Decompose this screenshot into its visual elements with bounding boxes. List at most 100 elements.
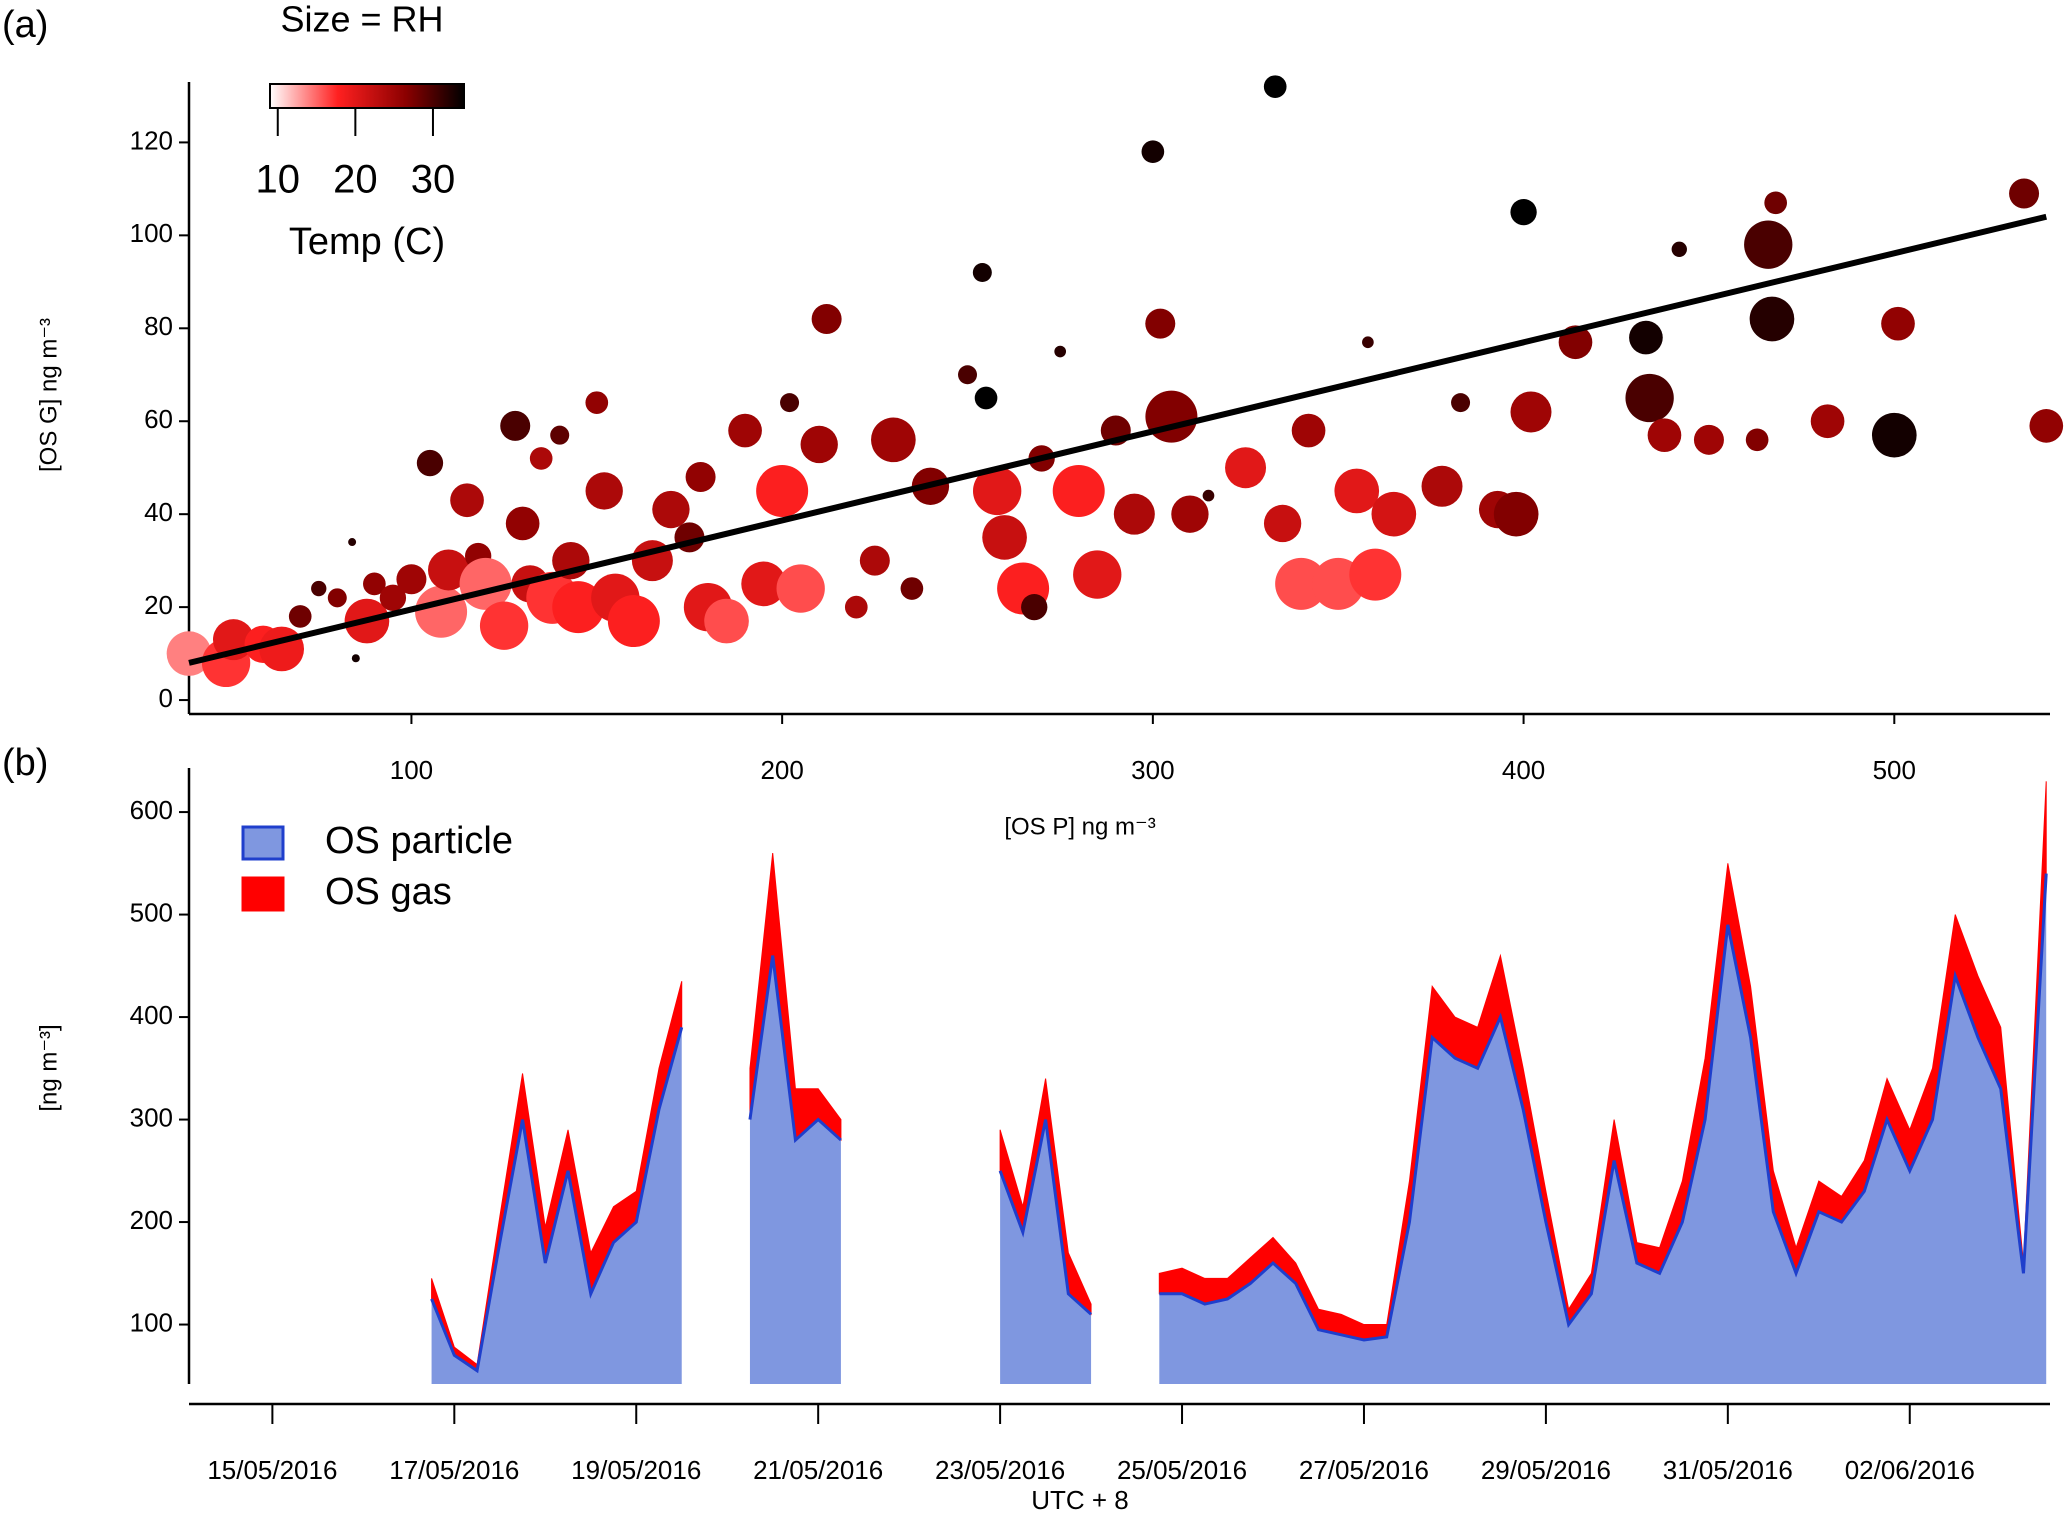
scatter-point [1362, 336, 1374, 349]
scatter-point [1745, 428, 1769, 452]
x-tick-label: 300 [1131, 755, 1174, 785]
y-tick-label: 400 [130, 1000, 173, 1030]
scatter-point [1749, 296, 1795, 342]
scatter-point [2029, 409, 2064, 443]
x-tick-label: 100 [390, 755, 433, 785]
scatter-point [1421, 465, 1463, 507]
y-tick-label: 500 [130, 897, 173, 927]
scatter-point [859, 545, 890, 576]
scatter-point [166, 631, 212, 676]
y-tick-label: 60 [144, 404, 173, 434]
y-tick-label: 0 [159, 683, 173, 713]
colorbar-tick-label: 10 [256, 158, 301, 202]
scatter-point [972, 466, 1022, 516]
x-tick-label: 27/05/2016 [1299, 1455, 1429, 1485]
scatter-point [982, 515, 1027, 560]
scatter-point [974, 386, 998, 410]
scatter-point [379, 584, 407, 611]
scatter-point [1202, 489, 1215, 502]
colorbar-tick-label: 30 [411, 158, 456, 202]
panel-label: (a) [2, 4, 48, 46]
x-tick-label: 02/06/2016 [1845, 1455, 1975, 1485]
y-tick-label: 300 [130, 1102, 173, 1132]
y-tick-label: 40 [144, 497, 173, 527]
x-tick-label: 200 [760, 755, 803, 785]
scatter-point [958, 365, 978, 385]
scatter-point [1493, 491, 1539, 537]
scatter-point [311, 580, 327, 597]
colorbar [269, 83, 465, 109]
scatter-point [415, 585, 468, 638]
scatter-point [780, 393, 800, 413]
scatter-point [900, 577, 924, 600]
colorbar-tick-label: 20 [333, 158, 378, 202]
scatter-point [1371, 491, 1417, 537]
scatter-point [1275, 557, 1328, 610]
x-tick-label: 500 [1873, 755, 1916, 785]
legend-swatch [241, 876, 285, 912]
y-tick-label: 200 [130, 1205, 173, 1235]
scatter-point [704, 598, 749, 644]
scatter-point [1054, 345, 1067, 358]
scatter-point [1052, 464, 1105, 517]
scatter-point [1113, 493, 1155, 535]
y-tick-label: 100 [130, 1307, 173, 1337]
scatter-point [585, 391, 609, 414]
scatter-point [1263, 504, 1302, 543]
legend-swatch [241, 825, 285, 861]
scatter-point [1810, 404, 1845, 439]
scatter-point [728, 413, 762, 448]
size-label: Size = RH [280, 0, 443, 40]
y-tick-label: 20 [144, 590, 173, 620]
scatter-point [811, 304, 842, 334]
scatter-point [351, 654, 360, 663]
x-tick-label: 19/05/2016 [571, 1455, 701, 1485]
x-tick-label: 23/05/2016 [935, 1455, 1065, 1485]
scatter-point [450, 483, 484, 518]
x-tick-label: 29/05/2016 [1481, 1455, 1611, 1485]
legend-label: OS gas [325, 871, 452, 913]
scatter-point [1671, 241, 1687, 257]
panel-label: (b) [2, 742, 48, 784]
y-tick-label: 600 [130, 795, 173, 825]
scatter-point [363, 572, 386, 596]
x-tick-label: 31/05/2016 [1663, 1455, 1793, 1485]
scatter-point [1263, 75, 1287, 98]
scatter-point [741, 561, 786, 607]
particle-line [430, 873, 2048, 1374]
scatter-point [972, 263, 992, 283]
scatter-point [529, 447, 553, 470]
scatter-point [1291, 413, 1326, 448]
scatter-point [1871, 412, 1917, 458]
scatter-point [500, 410, 531, 441]
scatter-point [1349, 548, 1402, 601]
y-tick-label: 120 [130, 125, 173, 155]
scatter-point [1625, 373, 1674, 423]
scatter-point [550, 425, 570, 445]
scatter-point [1629, 320, 1663, 355]
scatter-point [1141, 140, 1165, 164]
scatter-point [1021, 593, 1048, 621]
scatter-point [396, 564, 427, 595]
scatter-point [288, 605, 312, 628]
scatter-point [1647, 418, 1682, 453]
scatter-point [552, 581, 605, 634]
particle-area [431, 873, 2047, 1384]
scatter-point [416, 449, 444, 477]
x-axis-label: [OS P] ng m⁻³ [1004, 813, 1155, 840]
scatter-point [259, 626, 305, 672]
scatter-point [1764, 191, 1788, 215]
x-axis-label: UTC + 8 [1031, 1485, 1129, 1515]
fit-line [188, 213, 2047, 666]
scatter-point [1334, 468, 1380, 514]
x-tick-label: 400 [1502, 755, 1545, 785]
scatter-point [1145, 308, 1176, 339]
x-tick-label: 25/05/2016 [1117, 1455, 1247, 1485]
scatter-point [1510, 391, 1552, 433]
scatter-point [844, 595, 868, 619]
scatter-point [1693, 424, 1724, 455]
scatter-point [1510, 198, 1537, 226]
x-tick-label: 15/05/2016 [207, 1455, 337, 1485]
scatter-point [505, 506, 540, 541]
